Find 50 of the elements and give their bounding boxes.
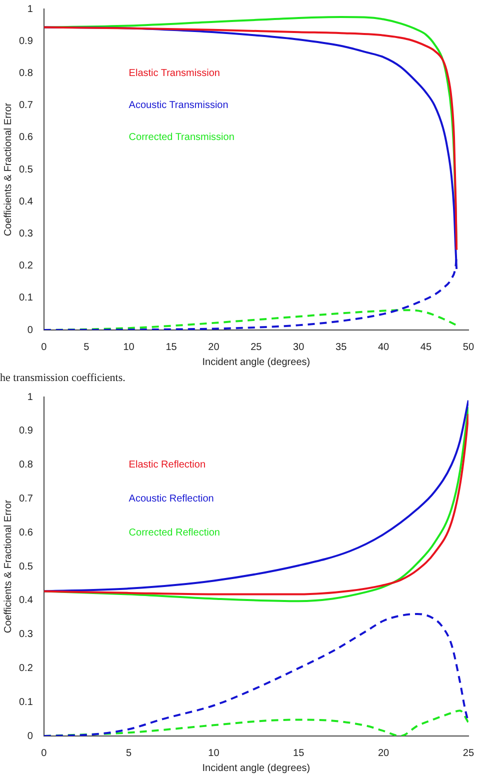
x-tick-label: 45 — [420, 342, 432, 353]
x-tick-label: 40 — [378, 342, 390, 353]
y-tick-label: 0.2 — [18, 260, 34, 272]
y-tick-label: 0.1 — [18, 696, 34, 708]
y-tick-label: 0.6 — [18, 132, 34, 144]
y-tick-label: 0.6 — [18, 527, 34, 538]
y-tick-label: 0.5 — [18, 164, 34, 176]
x-tick-label: 30 — [293, 342, 305, 353]
x-tick-label: 35 — [336, 342, 348, 353]
y-tick-label: 0.7 — [18, 493, 34, 504]
x-tick-label: 25 — [462, 748, 474, 759]
x-tick-label: 15 — [166, 342, 178, 353]
text: Acoustic Transmission — [128, 100, 228, 112]
y-axis-title: Coefficients & Fractional Error — [2, 499, 14, 634]
x-tick-label: 0 — [41, 748, 48, 759]
x-tick-label: 25 — [250, 342, 262, 353]
y-tick-label: 0.2 — [18, 662, 34, 674]
x-tick-label: 0 — [41, 342, 48, 353]
y-tick-label: 0.9 — [18, 36, 34, 47]
y-tick-label: 0.8 — [18, 460, 34, 471]
y-tick-label: 0.1 — [18, 292, 34, 304]
x-axis-title: Incident angle (degrees) — [202, 356, 310, 368]
text: Elastic Reflection — [128, 460, 206, 471]
y-tick-label: 1 — [27, 4, 34, 15]
x-tick-label: 10 — [208, 748, 220, 759]
y-tick-label: 1 — [27, 392, 34, 403]
x-tick-label: 5 — [126, 748, 132, 759]
y-tick-label: 0.4 — [18, 196, 34, 208]
x-tick-label: 20 — [208, 342, 220, 353]
y-tick-label: 0.4 — [18, 595, 34, 606]
x-tick-label: 5 — [84, 342, 90, 353]
text: he transmission coefficients. — [0, 371, 126, 386]
x-tick-label: 20 — [378, 748, 390, 759]
text: Corrected Transmission — [128, 132, 234, 144]
y-tick-label: 0.3 — [18, 228, 34, 240]
text: Corrected Reflection — [128, 527, 220, 538]
y-tick-label: 0.9 — [18, 426, 34, 437]
y-tick-label: 0 — [27, 730, 34, 742]
text: Elastic Transmission — [128, 68, 220, 79]
x-axis-title: Incident angle (degrees) — [202, 762, 310, 774]
text: Acoustic Reflection — [128, 493, 214, 504]
x-tick-label: 10 — [123, 342, 135, 353]
y-tick-label: 0.3 — [18, 629, 34, 640]
x-tick-label: 15 — [293, 748, 305, 759]
y-tick-label: 0 — [27, 324, 34, 336]
y-axis-title: Coefficients & Fractional Error — [2, 102, 14, 236]
y-tick-label: 0.8 — [18, 68, 34, 79]
x-tick-label: 50 — [462, 342, 474, 353]
y-tick-label: 0.7 — [18, 100, 34, 112]
y-tick-label: 0.5 — [18, 561, 34, 572]
